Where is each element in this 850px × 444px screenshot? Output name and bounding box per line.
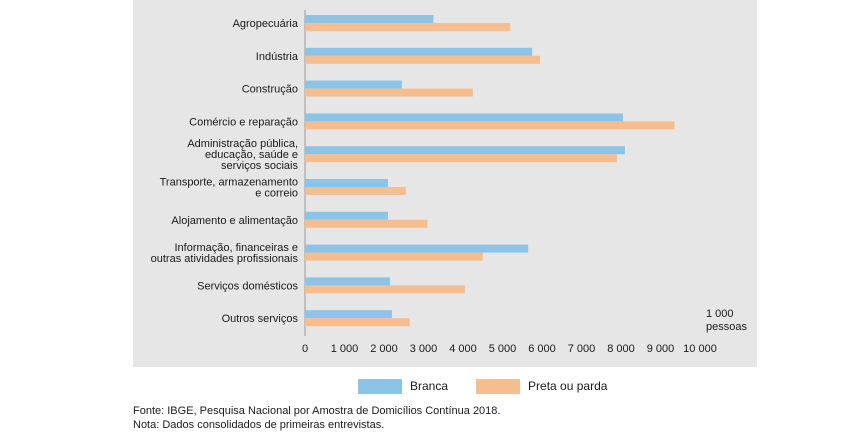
category-label: educação, saúde e xyxy=(205,149,298,161)
category-label: Informação, financeiras e xyxy=(174,242,298,254)
bar-preta-ou-parda-outros-servicos xyxy=(305,318,410,327)
category-label: Alojamento e alimentação xyxy=(171,215,298,227)
x-tick-label: 10 000 xyxy=(683,343,717,355)
bar-branca-agropecuaria xyxy=(305,15,434,23)
legend-label-branca: Branca xyxy=(410,379,449,393)
legend-item-preta-ou-parda: Preta ou parda xyxy=(476,378,608,394)
x-tick-label: 8 000 xyxy=(607,343,635,355)
category-label: serviços sociais xyxy=(221,160,299,172)
legend-swatch-preta-ou-parda xyxy=(476,378,521,394)
category-label: Outros serviços xyxy=(222,313,299,325)
bar-preta-ou-parda-informacao-financeiras-e-outras-atividades-profissionais xyxy=(305,252,483,261)
x-tick-label: 7 000 xyxy=(568,343,596,355)
bar-branca-informacao-financeiras-e-outras-atividades-profissionais xyxy=(305,244,529,253)
bar-preta-ou-parda-alojamento-e-alimentacao xyxy=(305,219,428,228)
bar-branca-servicos-domesticos xyxy=(305,277,390,286)
bar-preta-ou-parda-administracao-publica-educacao-saude-e-servicos-sociais xyxy=(305,154,618,163)
bar-preta-ou-parda-servicos-domesticos xyxy=(305,285,465,294)
bar-branca-industria xyxy=(305,47,533,56)
legend: Branca Preta ou parda xyxy=(358,375,635,397)
x-tick-label: 4 000 xyxy=(449,343,477,355)
category-label: Indústria xyxy=(256,51,299,63)
bar-preta-ou-parda-industria xyxy=(305,55,541,64)
x-tick-label: 1 000 xyxy=(331,343,359,355)
bar-branca-administracao-publica-educacao-saude-e-servicos-sociais xyxy=(305,146,625,155)
bar-branca-alojamento-e-alimentacao xyxy=(305,211,388,220)
data-note: Nota: Dados consolidados de primeiras en… xyxy=(133,419,385,431)
x-unit-label: pessoas xyxy=(706,321,747,333)
bar-chart: Agropecuária Indústria Construção Comércio … xyxy=(151,10,747,355)
source-note: Fonte: IBGE, Pesquisa Nacional por Amost… xyxy=(133,405,501,417)
x-unit-label: 1 000 xyxy=(706,308,734,320)
legend-swatch-branca xyxy=(358,378,402,394)
category-label: Administração pública, xyxy=(187,138,298,150)
category-label: Transporte, armazenamento xyxy=(160,177,298,189)
bar-preta-ou-parda-transporte-armazenamento-e-correio xyxy=(305,187,406,195)
bar-preta-ou-parda-agropecuaria xyxy=(305,23,511,31)
category-label: Construção xyxy=(242,84,298,96)
bar-preta-ou-parda-comercio-e-reparacao xyxy=(305,121,675,130)
category-label: outras atividades profissionais xyxy=(151,253,299,265)
x-tick-label: 6 000 xyxy=(528,343,556,355)
category-label: e correio xyxy=(255,188,298,200)
category-label: Agropecuária xyxy=(233,18,299,30)
bar-branca-transporte-armazenamento-e-correio xyxy=(305,179,388,187)
x-tick-label: 9 000 xyxy=(647,343,675,355)
legend-item-branca: Branca xyxy=(358,378,449,394)
bar-branca-outros-servicos xyxy=(305,310,392,319)
x-tick-label: 2 000 xyxy=(370,343,398,355)
category-label: Comércio e reparação xyxy=(189,116,298,128)
chart-notes: Fonte: IBGE, Pesquisa Nacional por Amost… xyxy=(133,404,500,432)
bar-branca-comercio-e-reparacao xyxy=(305,113,623,122)
legend-label-preta-ou-parda: Preta ou parda xyxy=(528,379,608,393)
x-tick-label: 5 000 xyxy=(489,343,517,355)
x-tick-label: 0 xyxy=(302,343,308,355)
x-tick-label: 3 000 xyxy=(410,343,438,355)
bar-preta-ou-parda-construcao xyxy=(305,88,473,97)
bar-branca-construcao xyxy=(305,80,402,89)
category-label: Serviços domésticos xyxy=(197,280,298,292)
